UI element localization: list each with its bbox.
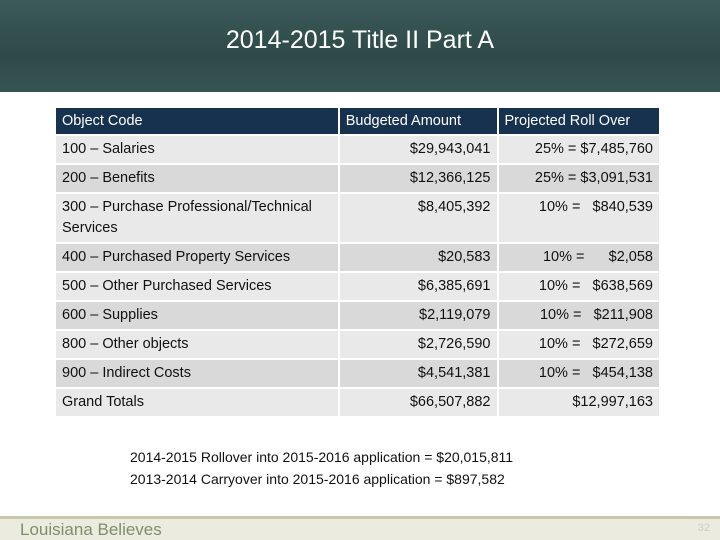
table-row: 900 – Indirect Costs $4,541,381 10% = $454… — [56, 360, 659, 387]
table-cell: 10% = $840,539 — [498, 194, 659, 242]
table-cell: 200 – Benefits — [56, 165, 338, 192]
table-cell: 10% = $638,569 — [498, 273, 659, 300]
table-cell: $66,507,882 — [339, 389, 497, 416]
table-cell: $12,997,163 — [498, 389, 659, 416]
table-cell: 25% = $3,091,531 — [498, 165, 659, 192]
table-row: 600 – Supplies $2,119,079 10% = $211,908 — [56, 302, 659, 329]
note: 2014-2015 Rollover into 2015-2016 applic… — [130, 449, 514, 465]
table-cell: $6,385,691 — [339, 273, 497, 300]
table-cell: 100 – Salaries — [56, 136, 338, 163]
footer-band — [0, 516, 720, 540]
column-header: Object Code — [56, 108, 338, 134]
table-cell: 800 – Other objects — [56, 331, 338, 358]
table-cell: 25% = $7,485,760 — [498, 136, 659, 163]
table-cell: Grand Totals — [56, 389, 338, 416]
table-body: 100 – Salaries $29,943,041 25% = $7,485,76… — [56, 136, 659, 416]
slide-title: 2014-2015 Title II Part A — [225, 26, 495, 54]
table-cell: $12,366,125 — [339, 165, 497, 192]
table-cell: 900 – Indirect Costs — [56, 360, 338, 387]
budget-table: Object Code Budgeted Amount Projected Roll… — [54, 106, 661, 418]
table-cell: 500 – Other Purchased Services — [56, 273, 338, 300]
table-cell: $29,943,041 — [339, 136, 497, 163]
table-cell: $2,726,590 — [339, 331, 497, 358]
table-cell: 10% = $2,058 — [498, 244, 659, 271]
note: 2013-2014 Carryover into 2015-2016 appli… — [130, 471, 505, 487]
table-cell: $20,583 — [339, 244, 497, 271]
header-row: Object Code Budgeted Amount Projected Roll… — [56, 108, 659, 134]
table-cell: 600 – Supplies — [56, 302, 338, 329]
page-number: 32 — [697, 522, 710, 534]
brand: Louisiana Believes — [20, 520, 162, 539]
table-cell: $8,405,392 — [339, 194, 497, 242]
table-row: 200 – Benefits $12,366,125 25% = $3,091,53… — [56, 165, 659, 192]
table-row: 400 – Purchased Property Services $20,583… — [56, 244, 659, 271]
table-row: 800 – Other objects $2,726,590 10% = $272,… — [56, 331, 659, 358]
table-cell: $4,541,381 — [339, 360, 497, 387]
table-cell: 300 – Purchase Professional/Technical Se… — [56, 194, 338, 242]
column-header: Budgeted Amount — [339, 108, 497, 134]
column-header: Projected Roll Over — [498, 108, 659, 134]
header-band — [0, 0, 720, 92]
table-row: 500 – Other Purchased Services $6,385,691… — [56, 273, 659, 300]
table-cell: 10% = $272,659 — [498, 331, 659, 358]
table-row: Grand Totals $66,507,882 $12,997,163 — [56, 389, 659, 416]
table-cell: $2,119,079 — [339, 302, 497, 329]
table-row: 100 – Salaries $29,943,041 25% = $7,485,76… — [56, 136, 659, 163]
table-cell: 400 – Purchased Property Services — [56, 244, 338, 271]
table-cell: 10% = $211,908 — [498, 302, 659, 329]
table-cell: 10% = $454,138 — [498, 360, 659, 387]
table-row: 300 – Purchase Professional/Technical Se… — [56, 194, 659, 242]
